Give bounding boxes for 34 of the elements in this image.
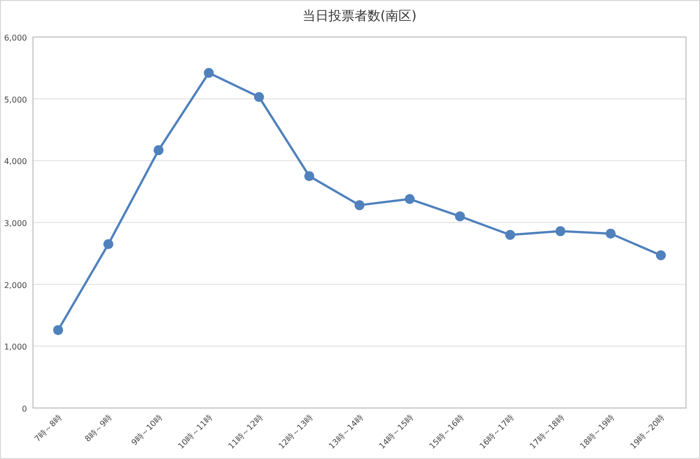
x-tick-label: 18時～19時 <box>578 413 616 451</box>
point <box>555 226 566 236</box>
x-tick-label: 12時～13時 <box>276 413 315 451</box>
y-tick-label: 6,000 <box>4 34 27 42</box>
point <box>53 325 64 336</box>
x-tick-label: 16時～17時 <box>478 413 516 451</box>
x-tick-label: 9時～10時 <box>130 413 164 448</box>
point <box>656 250 666 260</box>
x-tick-label: 19時～20時 <box>628 413 666 451</box>
point <box>454 211 465 222</box>
point <box>404 194 415 204</box>
point <box>154 145 164 156</box>
y-tick-label: 4,000 <box>4 157 27 166</box>
x-tick-label: 10時～11時 <box>176 413 214 451</box>
x-tick-label: 11時～12時 <box>226 413 264 451</box>
point <box>505 230 516 240</box>
y-tick-label: 2,000 <box>4 280 27 290</box>
x-tick-label: 15時～16時 <box>428 413 466 451</box>
point <box>304 171 314 182</box>
y-tick-label: 0 <box>22 404 27 414</box>
y-tick-label: 1,000 <box>4 342 27 352</box>
x-tick-label: 7時～8時 <box>32 413 64 444</box>
point <box>254 92 264 102</box>
y-tick-label: 3,000 <box>4 219 27 228</box>
y-tick-label: 5,000 <box>4 95 27 104</box>
point <box>606 228 616 239</box>
point <box>103 239 114 250</box>
x-tick-label: 14時～15時 <box>377 413 416 451</box>
x-tick-label: 8時～9時 <box>83 413 114 444</box>
point <box>204 68 214 78</box>
chart-title: 当日投票者数(南区) <box>302 9 417 24</box>
point <box>354 200 364 210</box>
x-tick-label: 13時～14時 <box>327 413 365 451</box>
x-tick-label: 17時～18時 <box>528 413 566 451</box>
